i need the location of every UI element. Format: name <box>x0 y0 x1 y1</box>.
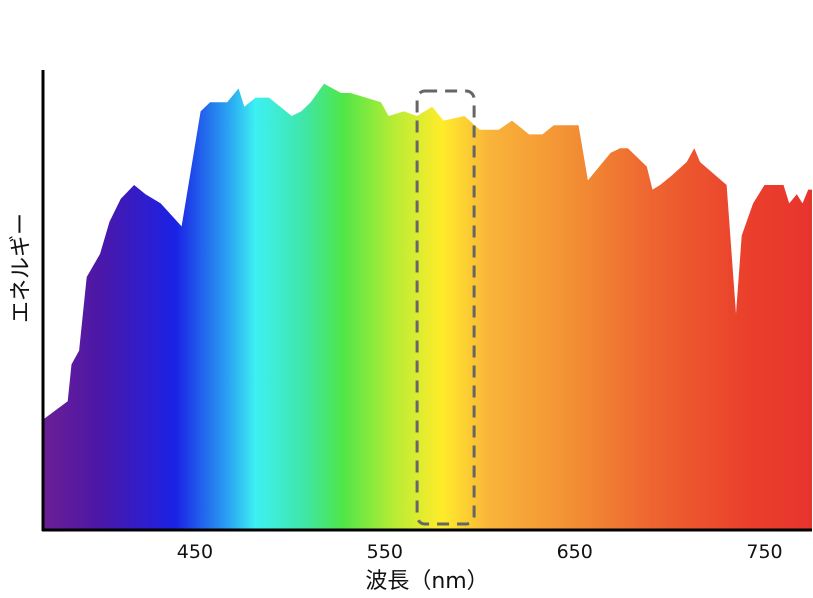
x-axis-title: 波長（nm） <box>365 569 488 594</box>
spectrum-area <box>43 83 812 531</box>
x-tick-label: 450 <box>177 541 213 563</box>
axes: 450 550 650 750 <box>41 70 812 563</box>
x-tick-label: 650 <box>557 541 593 563</box>
plot-area <box>43 83 812 531</box>
y-axis-title: エネルギー <box>9 213 34 323</box>
x-tick-label: 550 <box>367 541 403 563</box>
x-tick-label: 750 <box>746 541 782 563</box>
highlight-box <box>415 89 476 526</box>
